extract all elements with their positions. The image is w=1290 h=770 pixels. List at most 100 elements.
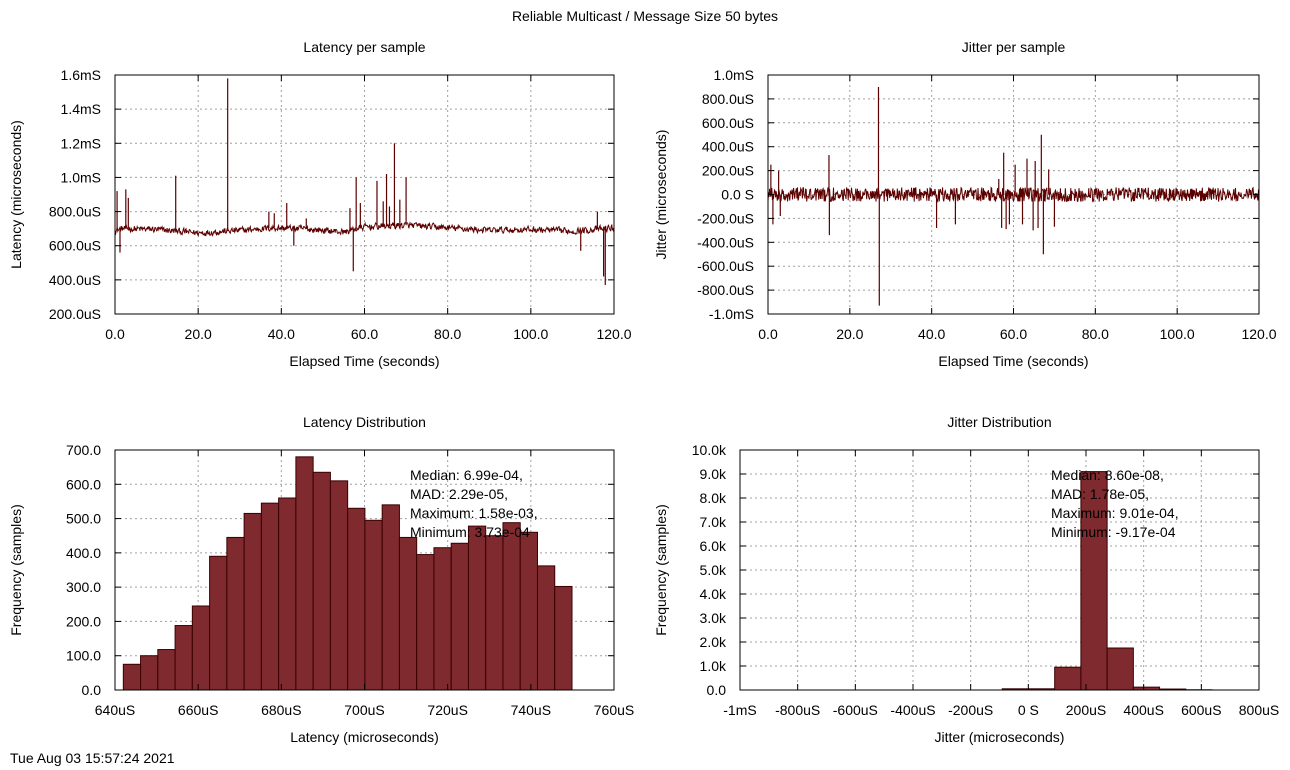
histogram-bar — [554, 585, 573, 691]
x-tick-label: 20.0 — [836, 326, 863, 342]
histogram-bar — [519, 531, 538, 691]
x-tick-label: 760uS — [594, 702, 634, 718]
y-tick-label: 8.0k — [700, 490, 727, 506]
y-tick-label: 200.0uS — [49, 306, 101, 322]
y-tick-label: 400.0 — [66, 545, 101, 561]
histogram-bar — [295, 456, 314, 691]
x-tick-label: -400uS — [890, 702, 935, 718]
y-tick-label: 1.6mS — [61, 67, 101, 83]
y-tick-label: 1.2mS — [61, 135, 101, 151]
y-tick-label: 0.0 — [82, 682, 102, 698]
x-tick-label: 0 S — [1018, 702, 1039, 718]
y-tick-label: 9.0k — [700, 466, 727, 482]
stats-annotation-line: Minimum: -9.17e-04 — [1051, 524, 1176, 540]
histogram-bar — [1106, 647, 1134, 691]
y-tick-label: 200.0uS — [702, 163, 754, 179]
chart-title: Latency Distribution — [303, 414, 426, 430]
x-tick-label: 0.0 — [105, 326, 125, 342]
jitter-per-sample-chart: Jitter per sample 0.0 20.0 40.0 60.0 80.0 100.… — [653, 39, 1277, 369]
histogram-bar — [1080, 471, 1108, 691]
x-tick-label: 80.0 — [434, 326, 461, 342]
stats-annotation-line: Median: 6.99e-04, — [410, 467, 523, 483]
chart-title: Jitter Distribution — [947, 414, 1051, 430]
histogram-bar — [140, 655, 159, 691]
stats-annotation-line: Median: 8.60e-08, — [1051, 467, 1164, 483]
y-tick-label: 400.0uS — [49, 272, 101, 288]
y-tick-label: 600.0uS — [702, 115, 754, 131]
chart-title: Latency per sample — [303, 39, 425, 55]
y-tick-label: 0.0 S — [721, 187, 754, 203]
series-line — [767, 186, 1260, 204]
x-tick-label: 120.0 — [1241, 326, 1276, 342]
histogram-bar — [467, 525, 487, 691]
y-tick-label: -600.0uS — [697, 258, 754, 274]
x-tick-label: 740uS — [511, 702, 551, 718]
histogram-bar — [174, 625, 193, 691]
histogram-bar — [122, 663, 142, 691]
histogram-bar — [329, 480, 349, 691]
y-tick-label: 500.0 — [66, 511, 101, 527]
histogram-bar — [191, 605, 211, 691]
y-tick-label: 200.0 — [66, 613, 101, 629]
histogram-bar — [209, 555, 228, 691]
y-tick-label: 3.0k — [700, 610, 727, 626]
y-axis-label: Jitter (microseconds) — [653, 130, 669, 260]
y-tick-label: -400.0uS — [697, 234, 754, 250]
x-tick-label: 0.0 — [758, 326, 778, 342]
x-axis-label: Jitter (microseconds) — [935, 729, 1065, 745]
x-tick-label: 720uS — [427, 702, 467, 718]
x-tick-label: 40.0 — [268, 326, 295, 342]
y-tick-label: 4.0k — [700, 586, 727, 602]
stats-annotation-line: Maximum: 9.01e-04, — [1051, 505, 1179, 521]
x-axis-label: Elapsed Time (seconds) — [938, 353, 1088, 369]
main-title: Reliable Multicast / Message Size 50 byt… — [511, 8, 779, 24]
y-tick-label: 1.0mS — [714, 67, 754, 83]
y-tick-label: 10.0k — [692, 442, 727, 458]
y-tick-label: 800.0uS — [49, 204, 101, 220]
x-tick-label: 20.0 — [185, 326, 212, 342]
histogram-bar — [398, 536, 418, 691]
y-tick-label: 1.0mS — [61, 169, 101, 185]
x-tick-label: -800uS — [775, 702, 820, 718]
histogram-bar — [381, 504, 400, 691]
histogram-bar — [416, 554, 435, 691]
y-tick-label: -200.0uS — [697, 210, 754, 226]
y-tick-label: 700.0 — [66, 442, 101, 458]
x-tick-label: 120.0 — [596, 326, 631, 342]
x-tick-label: 660uS — [178, 702, 218, 718]
x-tick-label: 700uS — [344, 702, 384, 718]
latency-per-sample-chart: Latency per sample 0.0 20.0 40.0 60.0 80.0 100… — [8, 39, 632, 369]
timestamp: Tue Aug 03 15:57:24 2021 — [10, 750, 175, 766]
x-tick-label: 600uS — [1181, 702, 1221, 718]
histogram-bar — [1054, 666, 1082, 691]
x-tick-label: -600uS — [833, 702, 878, 718]
x-tick-label: 680uS — [261, 702, 301, 718]
histogram-bar — [243, 512, 262, 691]
y-tick-label: 1.4mS — [61, 101, 101, 117]
x-tick-label: -1mS — [723, 702, 756, 718]
y-tick-label: 100.0 — [66, 648, 101, 664]
histogram-bar — [536, 565, 556, 691]
x-tick-label: 200uS — [1066, 702, 1106, 718]
y-tick-label: 600.0 — [66, 476, 101, 492]
histogram-bar — [278, 497, 297, 691]
histogram-bar — [364, 519, 383, 691]
stats-annotation-line: MAD: 1.78e-05, — [1051, 486, 1149, 502]
x-axis-label: Elapsed Time (seconds) — [289, 353, 439, 369]
histogram-bar — [433, 547, 452, 691]
latency-distribution-chart: Latency Distribution 640uS 660uS 680uS 700uS… — [8, 414, 634, 745]
histogram-bar — [157, 649, 176, 691]
stats-annotation-line: Maximum: 1.58e-03, — [410, 505, 538, 521]
x-tick-label: 400uS — [1123, 702, 1163, 718]
histogram-bar — [312, 471, 331, 691]
x-tick-label: 800uS — [1239, 702, 1279, 718]
y-axis-label: Latency (microseconds) — [8, 120, 24, 269]
y-axis-label: Frequency (samples) — [8, 504, 24, 636]
x-tick-label: 100.0 — [513, 326, 548, 342]
x-axis-label: Latency (microseconds) — [290, 729, 439, 745]
histogram-bar — [347, 507, 366, 691]
y-tick-label: 1.0k — [700, 658, 727, 674]
y-tick-label: -1.0mS — [709, 306, 754, 322]
y-tick-label: -800.0uS — [697, 282, 754, 298]
